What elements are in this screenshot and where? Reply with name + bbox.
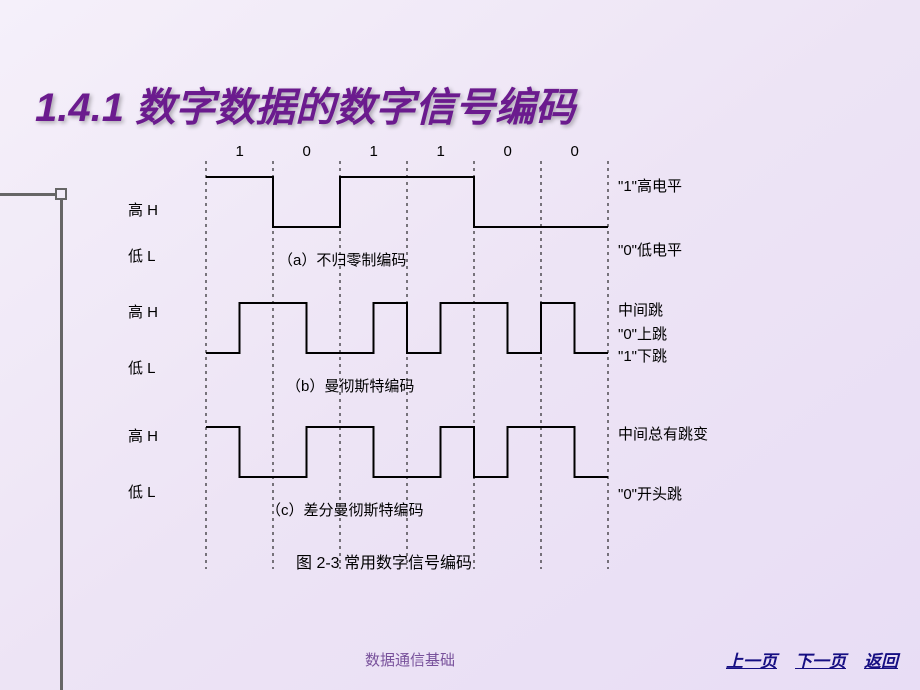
encoding-diagram: 101100高 H低 L（a）不归零制编码"1"高电平"0"低电平高 H低 L（… [110, 145, 850, 615]
sub-caption: （b）曼彻斯特编码 [286, 375, 414, 396]
figure-caption: 图 2-3 常用数字信号编码 [296, 549, 472, 573]
right-label: "1"下跳 [618, 345, 667, 366]
bit-label: 1 [236, 143, 244, 160]
right-label: 中间跳 [618, 299, 663, 320]
right-label: "1"高电平 [618, 175, 682, 196]
decoration-line-horizontal [0, 193, 55, 196]
decoration-line-vertical [60, 200, 63, 690]
bit-label: 0 [303, 143, 311, 160]
back-link[interactable]: 返回 [864, 647, 898, 672]
next-link[interactable]: 下一页 [795, 647, 846, 672]
page-title: 1.4.1 数字数据的数字信号编码 [35, 75, 575, 133]
right-label: "0"上跳 [618, 323, 667, 344]
bit-label: 1 [437, 143, 445, 160]
sub-caption: （a）不归零制编码 [278, 249, 406, 270]
bit-label: 0 [571, 143, 579, 160]
sub-caption: （c）差分曼彻斯特编码 [266, 499, 424, 520]
level-label: 高 H [128, 199, 158, 220]
nav-bar: 上一页 下一页 返回 [726, 647, 898, 672]
level-label: 低 L [128, 357, 156, 378]
decoration-square [55, 188, 67, 200]
footer-text: 数据通信基础 [365, 649, 455, 670]
right-label: "0"低电平 [618, 239, 682, 260]
prev-link[interactable]: 上一页 [726, 647, 777, 672]
level-label: 高 H [128, 425, 158, 446]
bit-label: 0 [504, 143, 512, 160]
level-label: 低 L [128, 481, 156, 502]
right-label: "0"开头跳 [618, 483, 682, 504]
bit-label: 1 [370, 143, 378, 160]
level-label: 低 L [128, 245, 156, 266]
right-label: 中间总有跳变 [618, 423, 708, 444]
level-label: 高 H [128, 301, 158, 322]
diagram-svg [110, 145, 850, 615]
